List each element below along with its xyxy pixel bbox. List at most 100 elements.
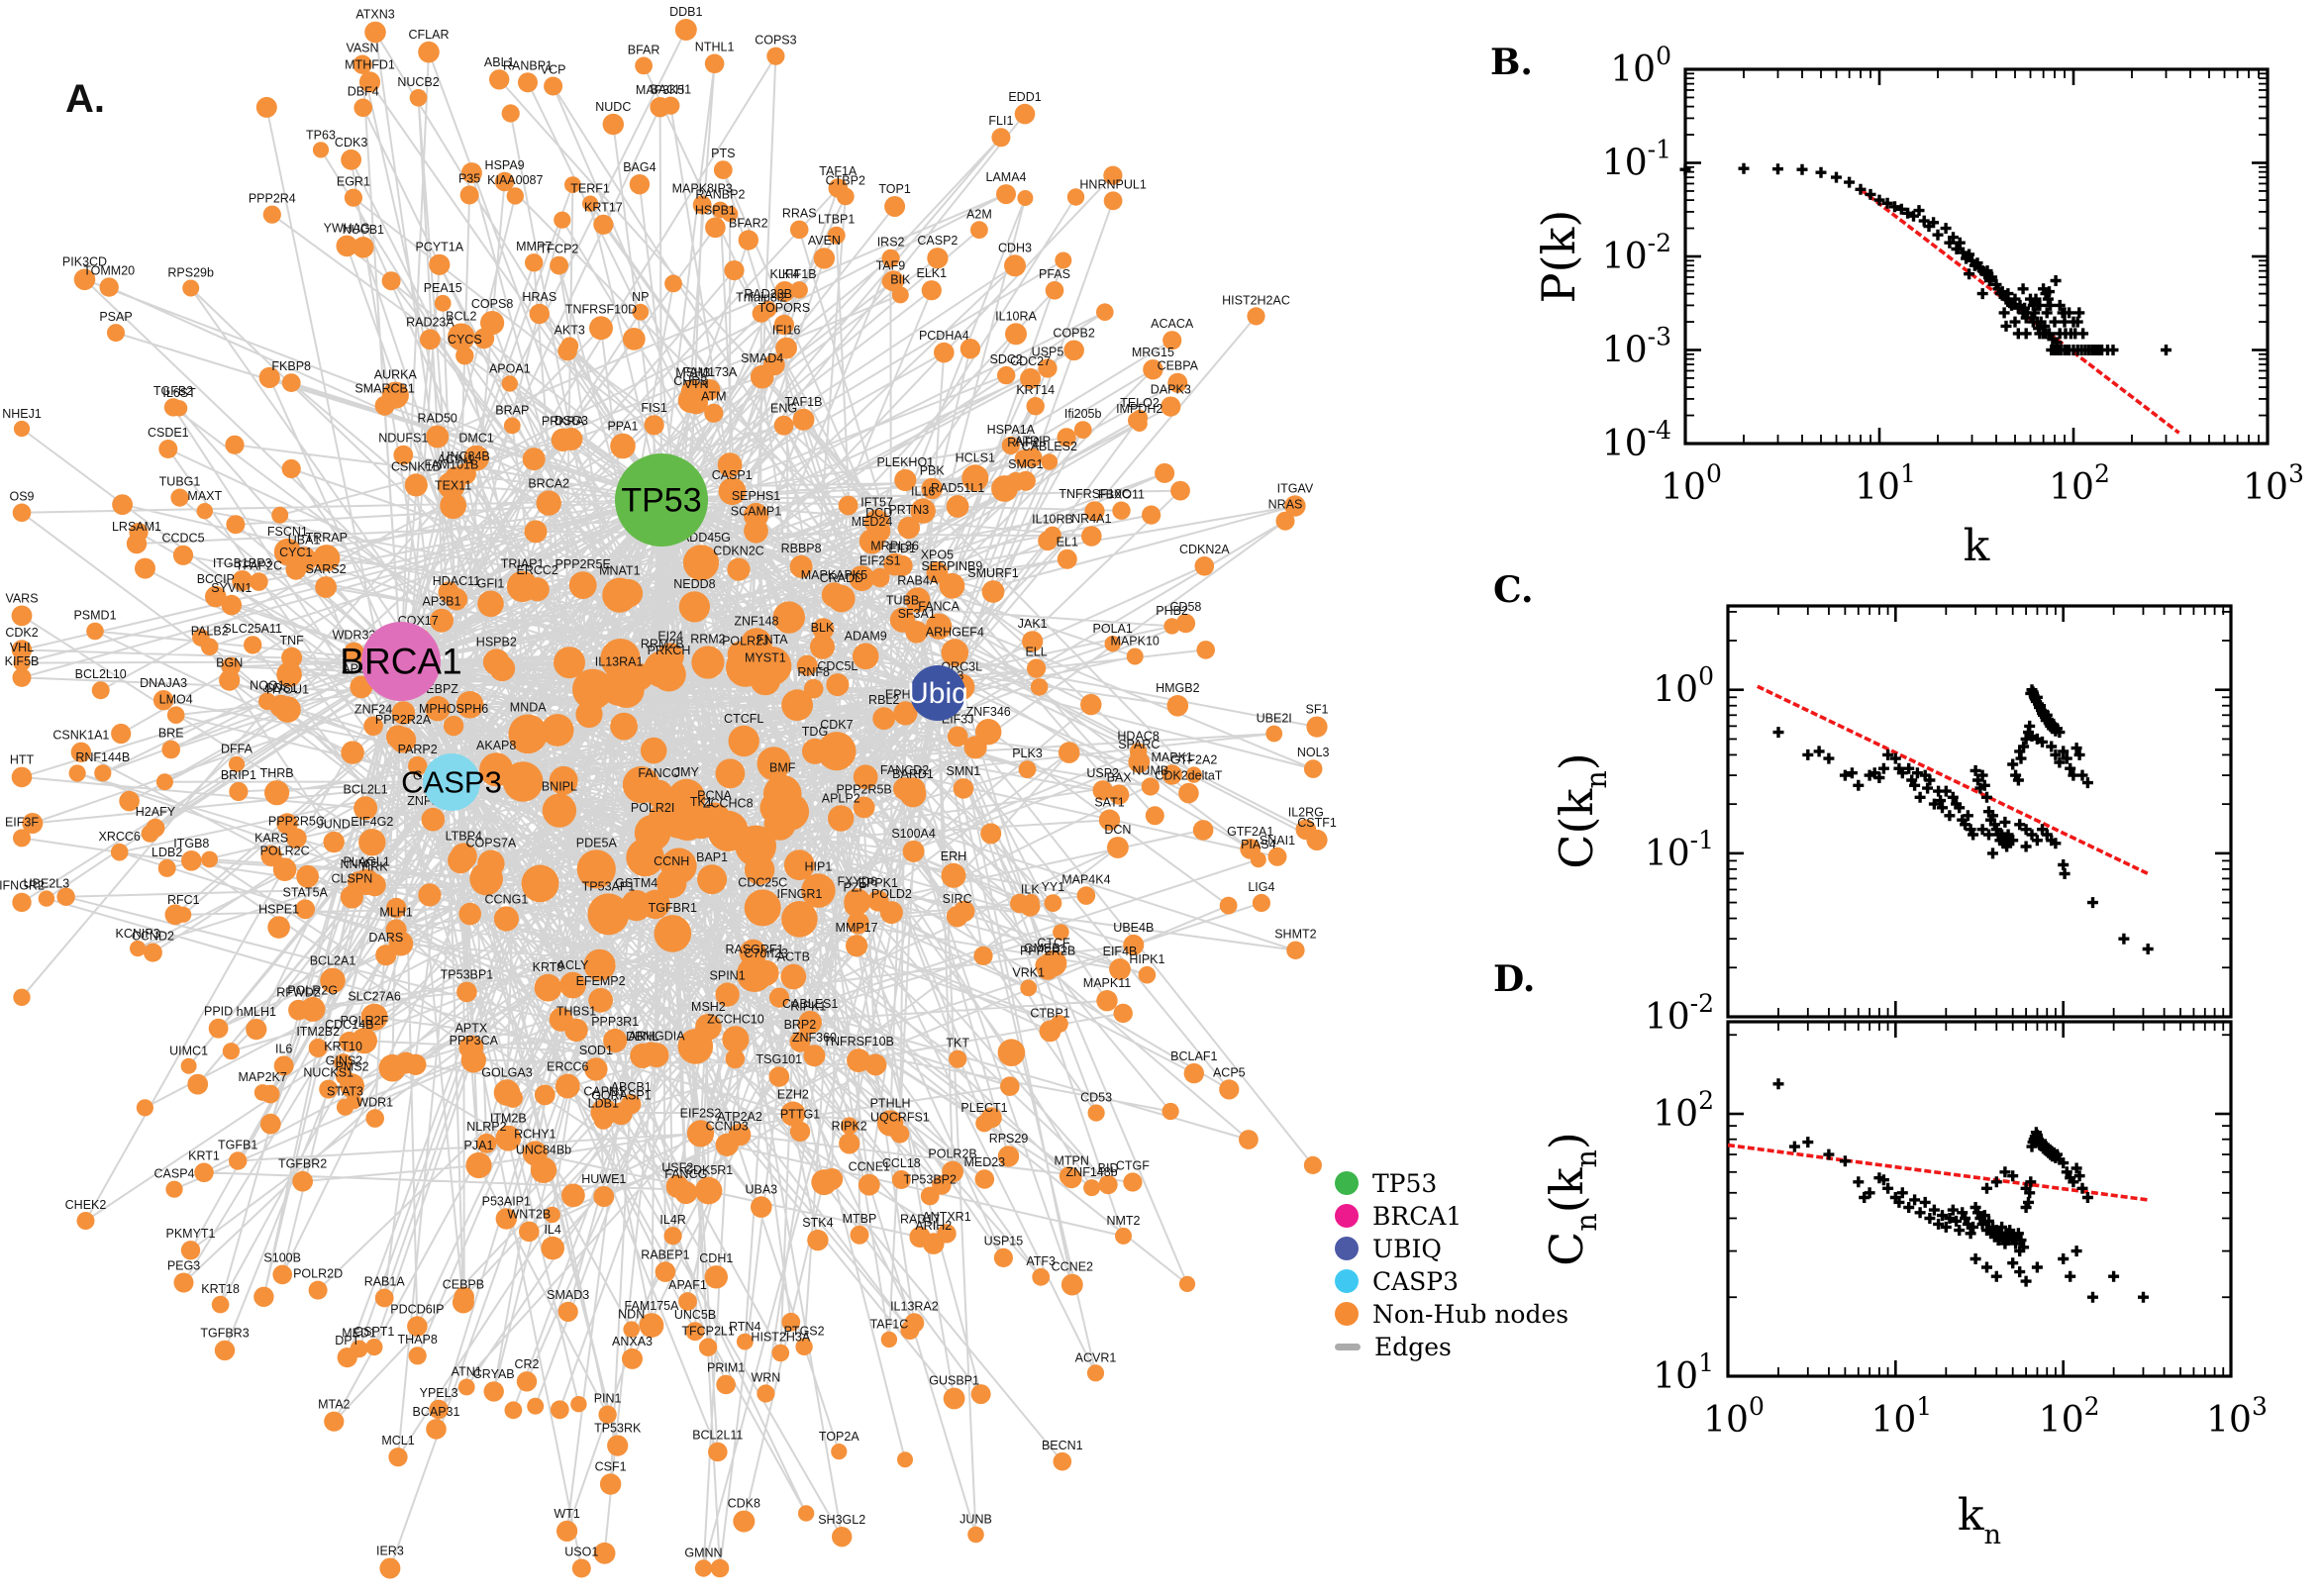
svg-text:Tnfaip8l2: Tnfaip8l2 [736, 290, 786, 304]
plot-frame [1683, 67, 2270, 446]
svg-text:EL1: EL1 [1057, 536, 1078, 549]
svg-text:PHB2: PHB2 [1156, 604, 1188, 618]
svg-text:GFI1: GFI1 [477, 577, 505, 591]
svg-text:RCHY1: RCHY1 [514, 1127, 556, 1141]
svg-text:DCD: DCD [865, 506, 892, 520]
svg-text:P35: P35 [458, 171, 480, 185]
svg-text:SPARC: SPARC [1118, 738, 1160, 751]
svg-text:PIN1: PIN1 [594, 1392, 622, 1406]
svg-text:BCL2L11: BCL2L11 [692, 1429, 743, 1443]
svg-text:WDR33: WDR33 [333, 629, 376, 643]
svg-text:AKAP8: AKAP8 [476, 739, 516, 752]
svg-text:SLC25A11: SLC25A11 [223, 622, 282, 636]
svg-text:FANCD2: FANCD2 [880, 763, 929, 777]
svg-text:SCAMP1: SCAMP1 [731, 505, 781, 519]
svg-text:DSG3: DSG3 [555, 414, 588, 428]
svg-text:PPP2R5B: PPP2R5B [836, 783, 891, 797]
svg-text:POLR2C: POLR2C [260, 844, 310, 857]
svg-text:BCCIP: BCCIP [197, 572, 235, 586]
svg-text:CDC25C: CDC25C [738, 875, 787, 889]
svg-text:DBNL: DBNL [626, 1030, 658, 1044]
svg-text:CRADD: CRADD [820, 571, 863, 585]
svg-text:PSAP: PSAP [99, 310, 132, 324]
panel-a-label: A. [65, 77, 105, 121]
svg-text:VRK1: VRK1 [1012, 966, 1045, 980]
svg-text:MAXT: MAXT [187, 489, 222, 503]
svg-text:101: 101 [1653, 1348, 1714, 1397]
svg-text:PIAS4: PIAS4 [1241, 838, 1275, 851]
svg-text:GSPT1: GSPT1 [354, 1325, 394, 1339]
svg-text:YY1: YY1 [1042, 880, 1065, 894]
svg-text:CSNK1D: CSNK1D [391, 459, 442, 473]
svg-text:NQO1: NQO1 [250, 678, 284, 692]
svg-text:POLA1: POLA1 [1093, 622, 1133, 636]
svg-text:FANCA: FANCA [918, 600, 960, 614]
svg-text:RASGRF1: RASGRF1 [725, 943, 783, 956]
svg-text:NDN: NDN [618, 1307, 645, 1321]
svg-text:BFAR: BFAR [628, 44, 660, 57]
svg-text:TNFRSF10B: TNFRSF10B [823, 1035, 894, 1048]
svg-text:CCNE1: CCNE1 [849, 1160, 890, 1174]
svg-text:RNF8: RNF8 [797, 665, 830, 679]
legend-label: CASP3 [1372, 1266, 1460, 1296]
svg-text:CCDC5: CCDC5 [161, 532, 204, 546]
svg-text:JUNB: JUNB [960, 1513, 992, 1527]
svg-text:AKT3: AKT3 [555, 324, 585, 338]
svg-text:TK1: TK1 [690, 795, 713, 809]
data-points [1772, 1078, 2149, 1303]
svg-text:EI24: EI24 [657, 629, 683, 643]
svg-text:TDG: TDG [802, 725, 828, 739]
svg-text:NUCB2: NUCB2 [397, 75, 439, 89]
svg-text:BNIPL: BNIPL [542, 779, 577, 793]
svg-text:BIK: BIK [890, 273, 911, 287]
svg-text:HCLS1: HCLS1 [956, 450, 995, 464]
svg-text:RBBP8: RBBP8 [781, 542, 822, 555]
plot-frame [1726, 604, 2233, 1019]
svg-text:PPP2R5C: PPP2R5C [268, 814, 325, 828]
svg-text:SPIN1: SPIN1 [710, 968, 746, 982]
svg-text:TOP2A: TOP2A [819, 1430, 859, 1444]
svg-text:RNF2: RNF2 [1007, 436, 1040, 449]
svg-text:DAPK3: DAPK3 [1151, 383, 1191, 397]
svg-text:GUSBP1: GUSBP1 [929, 1374, 979, 1388]
svg-text:SNAI1: SNAI1 [1260, 834, 1295, 848]
legend-item-ubiq: UBIQ [1335, 1235, 1568, 1263]
svg-text:CD53: CD53 [1080, 1091, 1112, 1105]
svg-text:MAPK8IP3: MAPK8IP3 [672, 181, 733, 195]
svg-text:KIF1B: KIF1B [782, 267, 817, 281]
svg-text:MPHOSPH6: MPHOSPH6 [419, 702, 488, 716]
svg-text:HRK: HRK [361, 860, 388, 874]
svg-text:JUND: JUND [318, 818, 351, 832]
svg-text:TP53RK: TP53RK [594, 1422, 642, 1436]
svg-text:100: 100 [1703, 1392, 1765, 1441]
svg-text:SIRC: SIRC [943, 892, 972, 906]
svg-text:PPP2R5E: PPP2R5E [556, 557, 611, 571]
svg-text:PRKCH: PRKCH [648, 644, 691, 657]
svg-text:RANBP1: RANBP1 [503, 58, 553, 72]
svg-text:DARS: DARS [368, 931, 403, 945]
svg-text:10-1: 10-1 [1645, 826, 1714, 874]
svg-text:EFEMP2: EFEMP2 [576, 974, 626, 988]
svg-text:TGFBR1: TGFBR1 [649, 901, 697, 915]
svg-text:ZNF360: ZNF360 [792, 1031, 837, 1045]
svg-text:UIMC1: UIMC1 [169, 1045, 208, 1058]
svg-text:ACACA: ACACA [1151, 317, 1194, 331]
svg-text:TAF1A: TAF1A [819, 164, 858, 178]
svg-text:CTBP2: CTBP2 [826, 174, 865, 188]
svg-text:CDK3: CDK3 [335, 136, 367, 150]
svg-text:10-2: 10-2 [1602, 229, 1671, 277]
svg-text:10-3: 10-3 [1602, 323, 1671, 371]
svg-text:HIPK1: HIPK1 [1129, 952, 1164, 966]
svg-text:MTHFD1: MTHFD1 [345, 57, 395, 71]
svg-text:CTBP1: CTBP1 [1030, 1007, 1069, 1021]
legend-item-casp3: CASP3 [1335, 1266, 1568, 1296]
svg-text:102: 102 [2049, 459, 2110, 508]
legend-label: TP53 [1372, 1168, 1438, 1198]
svg-text:WT1: WT1 [554, 1507, 579, 1521]
svg-text:PPP2R4: PPP2R4 [249, 192, 296, 206]
svg-text:TP53AP1: TP53AP1 [582, 879, 636, 893]
svg-text:DPT: DPT [335, 1334, 359, 1347]
svg-text:CABLES1: CABLES1 [782, 997, 838, 1011]
svg-text:KRT18: KRT18 [201, 1282, 240, 1296]
svg-text:POLD2: POLD2 [871, 887, 912, 901]
